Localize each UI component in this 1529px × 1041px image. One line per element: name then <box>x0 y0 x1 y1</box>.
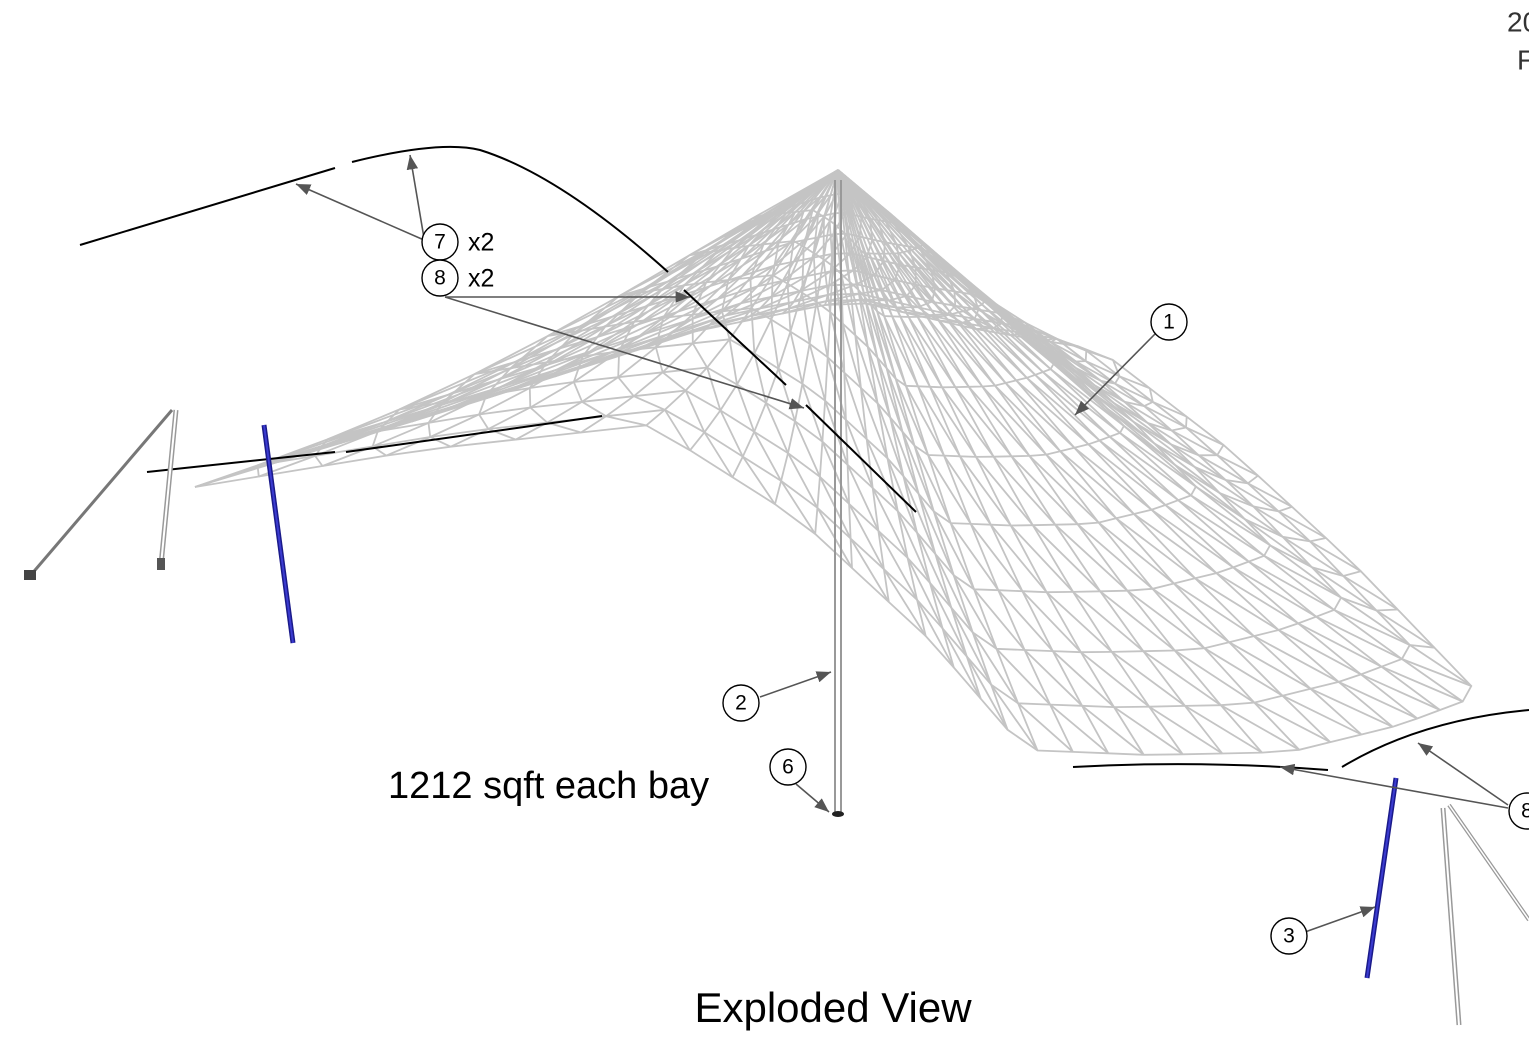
callout-label: 8 <box>434 267 446 290</box>
callout-label: 7 <box>434 231 446 254</box>
mesh-diagonal <box>547 233 1125 458</box>
mesh-line <box>837 169 1394 728</box>
mesh-line <box>194 302 1473 756</box>
mesh-diagonal <box>194 298 1472 756</box>
membrane-mesh <box>194 169 1473 756</box>
mesh-line <box>645 169 839 427</box>
mesh-line <box>837 169 890 603</box>
leaders <box>295 154 1509 933</box>
mesh-line <box>837 169 1145 756</box>
mesh-line <box>837 169 1300 751</box>
mesh-line <box>385 169 839 457</box>
callout-quantity: x2 <box>468 265 494 293</box>
mesh-line <box>267 169 839 467</box>
mesh-line <box>837 169 1224 755</box>
mesh-line <box>837 169 982 699</box>
mesh-diagonal <box>326 283 1342 653</box>
callout-bubble <box>1150 303 1188 341</box>
mesh-line <box>837 169 1011 336</box>
mesh-line <box>689 169 839 451</box>
mesh-line <box>194 169 839 488</box>
mesh-line <box>739 169 839 323</box>
callout-bubble <box>722 684 760 722</box>
mesh-line <box>837 169 1184 755</box>
area-note: 1212 sqft each bay <box>388 765 709 807</box>
callout-quantity: x2 <box>468 229 494 257</box>
mesh-line <box>837 169 955 668</box>
callouts: 7 x2 8 x2 1 2 6 3 8 <box>421 223 1529 955</box>
callout-bubble <box>1508 792 1529 830</box>
view-title: Exploded View <box>694 984 972 1031</box>
title-block-line: F <box>1517 44 1529 75</box>
mesh-diagonal <box>398 269 1271 593</box>
callout-bubble <box>1270 917 1308 955</box>
mesh-line <box>837 169 1009 731</box>
callout-label: 8 <box>1521 800 1529 823</box>
callout-label: 2 <box>735 692 747 715</box>
center-mast <box>832 180 844 817</box>
mesh-line <box>837 169 1418 720</box>
poles <box>24 409 1529 1026</box>
mesh-line <box>837 169 1039 751</box>
callout-label: 6 <box>782 756 794 779</box>
mesh-line <box>774 169 839 505</box>
callout-bubble <box>769 748 807 786</box>
mesh-line <box>837 169 927 637</box>
callout-bubble <box>421 259 459 297</box>
mesh-line <box>837 169 1074 753</box>
title-block-line: 20 <box>1507 6 1529 37</box>
callout-label: 1 <box>1163 311 1175 334</box>
mesh-line <box>781 169 839 315</box>
mesh-line <box>837 169 1331 743</box>
mesh-line <box>814 169 839 535</box>
cables <box>79 145 1529 771</box>
mesh-line <box>837 169 1327 539</box>
callout-label: 3 <box>1283 925 1295 948</box>
